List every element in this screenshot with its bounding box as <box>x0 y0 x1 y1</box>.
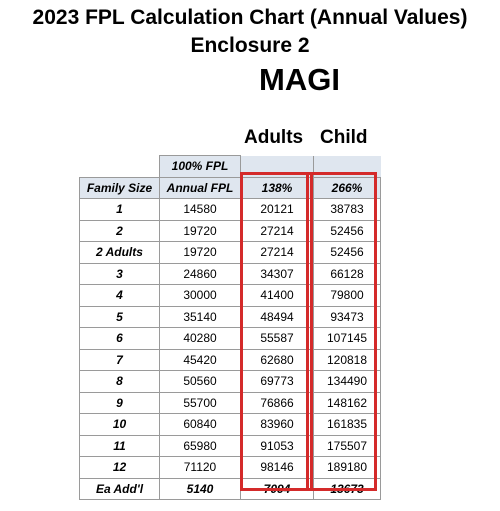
fpl-table: 100% FPL Family Size Annual FPL 138% 266… <box>79 155 381 500</box>
annual-fpl-cell: 71120 <box>159 456 241 479</box>
child-value-cell: 52456 <box>313 219 381 242</box>
adults-value-cell: 69773 <box>240 370 314 393</box>
adults-value-cell: 91053 <box>240 434 314 457</box>
child-value-cell: 134490 <box>313 370 381 393</box>
annual-fpl-cell: 60840 <box>159 413 241 436</box>
adults-value-cell: 55587 <box>240 327 314 350</box>
family-size-cell: 11 <box>79 434 160 457</box>
table-row: 12 71120 98146 189180 <box>79 456 381 479</box>
table-header-row: Family Size Annual FPL 138% 266% <box>79 176 381 199</box>
header-family-size: Family Size <box>79 176 160 199</box>
table-row: 9 55700 76866 148162 <box>79 391 381 414</box>
child-value-cell: 107145 <box>313 327 381 350</box>
child-value-cell: 148162 <box>313 391 381 414</box>
annual-fpl-cell: 30000 <box>159 284 241 307</box>
family-size-cell: 7 <box>79 348 160 371</box>
annual-fpl-cell: 65980 <box>159 434 241 457</box>
annual-fpl-cell: 24860 <box>159 262 241 285</box>
family-size-cell: 3 <box>79 262 160 285</box>
annual-fpl-cell: 45420 <box>159 348 241 371</box>
table-blank-cell <box>80 156 160 178</box>
header-annual-fpl: Annual FPL <box>159 176 241 199</box>
child-value-cell: 175507 <box>313 434 381 457</box>
table-row: 1 14580 20121 38783 <box>79 198 381 221</box>
child-value-cell: 38783 <box>313 198 381 221</box>
table-row: 2 Adults 19720 27214 52456 <box>79 241 381 264</box>
family-size-cell: 2 Adults <box>79 241 160 264</box>
family-size-cell: 10 <box>79 413 160 436</box>
table-row: 6 40280 55587 107145 <box>79 327 381 350</box>
header-138-percent: 138% <box>240 176 314 199</box>
page-title: 2023 FPL Calculation Chart (Annual Value… <box>32 6 468 29</box>
table-row: 4 30000 41400 79800 <box>79 284 381 307</box>
table-row: 7 45420 62680 120818 <box>79 348 381 371</box>
child-value-cell: 13673 <box>313 477 381 500</box>
family-size-cell: 12 <box>79 456 160 479</box>
annual-fpl-cell: 50560 <box>159 370 241 393</box>
adults-value-cell: 76866 <box>240 391 314 414</box>
table-blank-cell <box>240 155 314 178</box>
table-row: 5 35140 48494 93473 <box>79 305 381 328</box>
child-value-cell: 93473 <box>313 305 381 328</box>
family-size-cell: 2 <box>79 219 160 242</box>
fpl-percent-label: 100% FPL <box>159 155 241 178</box>
adults-value-cell: 7094 <box>240 477 314 500</box>
page-subtitle: Enclosure 2 <box>190 34 310 57</box>
child-value-cell: 189180 <box>313 456 381 479</box>
family-size-cell: 6 <box>79 327 160 350</box>
table-blank-cell <box>313 155 381 178</box>
adults-value-cell: 20121 <box>240 198 314 221</box>
table-row: 2 19720 27214 52456 <box>79 219 381 242</box>
table-top-row: 100% FPL <box>80 155 381 178</box>
family-size-cell: 9 <box>79 391 160 414</box>
child-column-heading: Child <box>320 127 368 148</box>
family-size-cell: 5 <box>79 305 160 328</box>
section-heading: MAGI <box>259 62 340 97</box>
adults-value-cell: 98146 <box>240 456 314 479</box>
adults-value-cell: 27214 <box>240 241 314 264</box>
child-value-cell: 120818 <box>313 348 381 371</box>
child-value-cell: 52456 <box>313 241 381 264</box>
annual-fpl-cell: 40280 <box>159 327 241 350</box>
adults-value-cell: 34307 <box>240 262 314 285</box>
annual-fpl-cell: 35140 <box>159 305 241 328</box>
family-size-cell: 8 <box>79 370 160 393</box>
annual-fpl-cell: 19720 <box>159 241 241 264</box>
table-row: 11 65980 91053 175507 <box>79 434 381 457</box>
header-266-percent: 266% <box>313 176 381 199</box>
adults-value-cell: 27214 <box>240 219 314 242</box>
child-value-cell: 66128 <box>313 262 381 285</box>
adults-value-cell: 41400 <box>240 284 314 307</box>
adults-value-cell: 48494 <box>240 305 314 328</box>
adults-column-heading: Adults <box>244 127 304 148</box>
table-row: 3 24860 34307 66128 <box>79 262 381 285</box>
table-row: 10 60840 83960 161835 <box>79 413 381 436</box>
child-value-cell: 79800 <box>313 284 381 307</box>
child-value-cell: 161835 <box>313 413 381 436</box>
table-row: 8 50560 69773 134490 <box>79 370 381 393</box>
family-size-cell: 4 <box>79 284 160 307</box>
annual-fpl-cell: 14580 <box>159 198 241 221</box>
annual-fpl-cell: 5140 <box>159 477 241 500</box>
annual-fpl-cell: 19720 <box>159 219 241 242</box>
family-size-cell: Ea Add'l <box>79 477 160 500</box>
annual-fpl-cell: 55700 <box>159 391 241 414</box>
adults-value-cell: 62680 <box>240 348 314 371</box>
adults-value-cell: 83960 <box>240 413 314 436</box>
table-row: Ea Add'l 5140 7094 13673 <box>79 477 381 500</box>
family-size-cell: 1 <box>79 198 160 221</box>
